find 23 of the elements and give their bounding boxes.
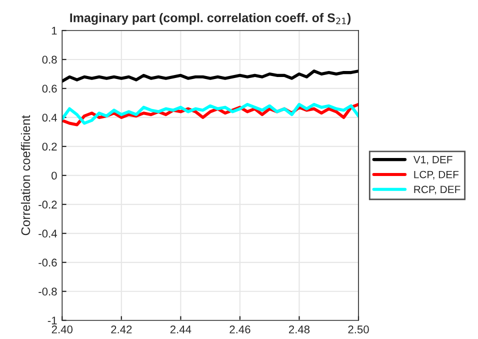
y-tick-label: 1: [52, 26, 57, 35]
y-tick-label: 0.2: [42, 142, 57, 151]
y-tick-label: -0.2: [38, 200, 57, 209]
y-tick-label: -0.4: [38, 230, 57, 238]
y-tick-label: -0.6: [38, 258, 57, 267]
x-tick-label: 2.42: [111, 326, 132, 334]
legend-label: V1, DEF: [413, 156, 452, 165]
x-tick-label: 2.48: [288, 326, 310, 334]
y-tick-label: 0.4: [42, 114, 57, 122]
x-tick-label: 2.40: [52, 326, 73, 334]
y-tick-label: 0: [52, 172, 57, 180]
x-tick-label: 2.50: [348, 326, 369, 334]
y-tick-label: -1: [48, 316, 57, 324]
x-tick-label: 2.46: [230, 326, 250, 334]
y-tick-label: -0.8: [38, 288, 57, 296]
line-series: [62, 70, 358, 83]
chart-title: Imaginary part (compl. correlation coeff. of S$_{21}$): [70, 13, 351, 25]
y-tick-label: 0.8: [42, 56, 57, 64]
legend-label: RCP, DEF: [414, 186, 460, 194]
y-axis-title: Correlation coefficient: [20, 115, 30, 236]
legend-label: LCP, DEF: [414, 170, 459, 180]
x-tick-label: 2.44: [170, 326, 192, 334]
y-tick-label: 0.6: [42, 84, 57, 93]
